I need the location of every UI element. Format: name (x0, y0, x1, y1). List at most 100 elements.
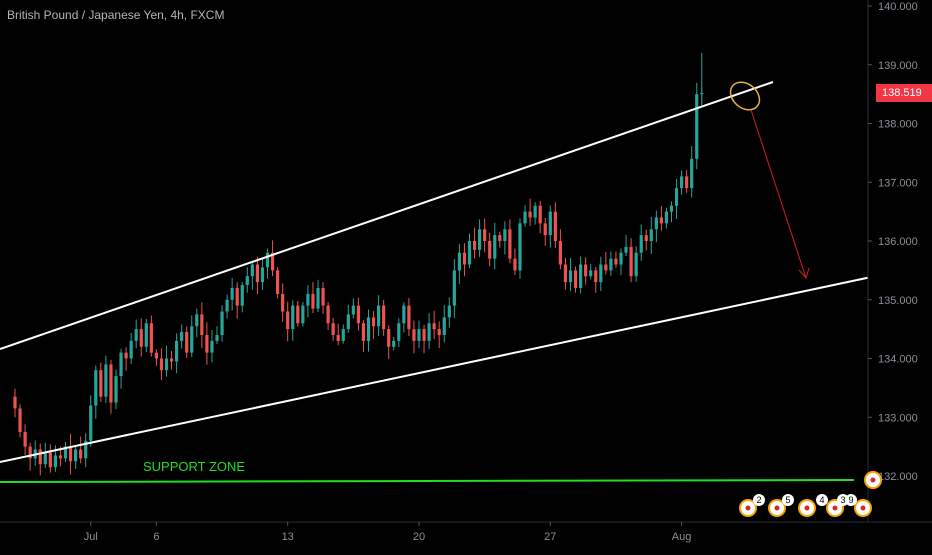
candle (114, 369, 118, 410)
candle (190, 315, 194, 357)
candle (230, 277, 234, 311)
price-tick-label: 137.000 (878, 177, 918, 189)
candle (169, 350, 174, 370)
price-axis-bg (868, 0, 932, 550)
candle (250, 260, 254, 290)
upper-trendline[interactable] (0, 81, 774, 350)
current-price-tag: 138.519 (876, 84, 932, 102)
event-badge[interactable] (739, 499, 757, 517)
candle (432, 310, 436, 340)
candle (472, 227, 477, 259)
candle (402, 302, 406, 333)
candle (629, 238, 633, 283)
candle (220, 305, 224, 342)
candle (604, 252, 608, 275)
candle (43, 442, 47, 468)
candle (467, 233, 472, 269)
candle (397, 318, 401, 348)
event-count-label: 3 (840, 495, 845, 505)
candle (644, 229, 648, 251)
candle (483, 218, 487, 253)
event-badge[interactable] (798, 499, 816, 517)
candle (634, 246, 638, 282)
candle (104, 355, 108, 404)
highlight-ellipse[interactable] (725, 77, 765, 116)
event-badge-right[interactable] (864, 471, 882, 489)
price-tick-label: 132.000 (878, 471, 918, 483)
price-tick-label: 136.000 (878, 236, 918, 248)
candle (407, 298, 411, 337)
arrow-head (798, 267, 810, 280)
time-tick-label: 27 (544, 531, 556, 543)
candle (533, 202, 537, 225)
candle (361, 320, 366, 352)
candle (478, 219, 482, 257)
candle (311, 282, 315, 314)
support-zone-label: SUPPORT ZONE (143, 459, 246, 474)
candle (68, 433, 73, 475)
time-axis[interactable]: Jul 6 13 20 27 Aug (0, 521, 932, 543)
candle (387, 325, 391, 360)
candle (685, 170, 689, 193)
candle (488, 232, 492, 267)
candle (649, 216, 653, 254)
candle (639, 224, 643, 261)
candle (18, 404, 22, 438)
candle (205, 322, 209, 365)
candle (240, 282, 244, 313)
price-tick-label: 134.000 (878, 354, 918, 366)
time-tick-label: 20 (413, 531, 425, 543)
price-tick-label: 133.000 (878, 412, 918, 424)
event-count-label: 9 (848, 495, 853, 505)
candle (573, 266, 578, 293)
candle (346, 304, 350, 333)
candle (695, 82, 699, 170)
candle (63, 441, 68, 462)
candle (392, 337, 396, 351)
lower-trendline[interactable] (0, 275, 877, 463)
candle (134, 319, 138, 349)
candle (690, 146, 694, 198)
candle (74, 445, 78, 469)
candle (13, 388, 17, 418)
candles-layer (13, 53, 704, 476)
candle (235, 282, 239, 319)
candle (79, 436, 83, 464)
time-tick-label: 6 (153, 531, 159, 543)
support-line[interactable] (0, 479, 855, 483)
candle (129, 332, 133, 364)
candle (614, 251, 618, 268)
candle (538, 200, 542, 234)
candle (382, 299, 386, 336)
time-tick-label: Jul (84, 531, 98, 543)
price-axis[interactable]: 140.000 139.000 138.000 137.000 136.000 135.0… (867, 0, 932, 550)
candle (159, 348, 164, 381)
candle (336, 323, 340, 346)
event-count-label: 5 (785, 495, 790, 505)
price-tick-label: 140.000 (878, 1, 918, 13)
event-badge[interactable] (768, 499, 786, 517)
candle (270, 240, 275, 277)
candle (442, 305, 446, 343)
projection-arrow[interactable] (750, 109, 807, 279)
candle (371, 310, 376, 339)
candle (543, 217, 547, 246)
candle (493, 222, 497, 270)
price-tick-label: 139.000 (878, 60, 918, 72)
candle (594, 266, 598, 293)
event-badge[interactable] (854, 499, 872, 517)
event-count-badge: 9 (845, 494, 857, 506)
candle (124, 347, 128, 371)
candle (599, 256, 603, 291)
candle (377, 295, 381, 336)
candle (180, 324, 184, 349)
candle (523, 205, 527, 227)
candle (38, 443, 42, 476)
event-count-label: 4 (819, 495, 824, 505)
event-count-badge: 2 (753, 494, 765, 506)
candle (200, 302, 204, 349)
chart-title: British Pound / Japanese Yen, 4h, FXCM (7, 8, 225, 22)
